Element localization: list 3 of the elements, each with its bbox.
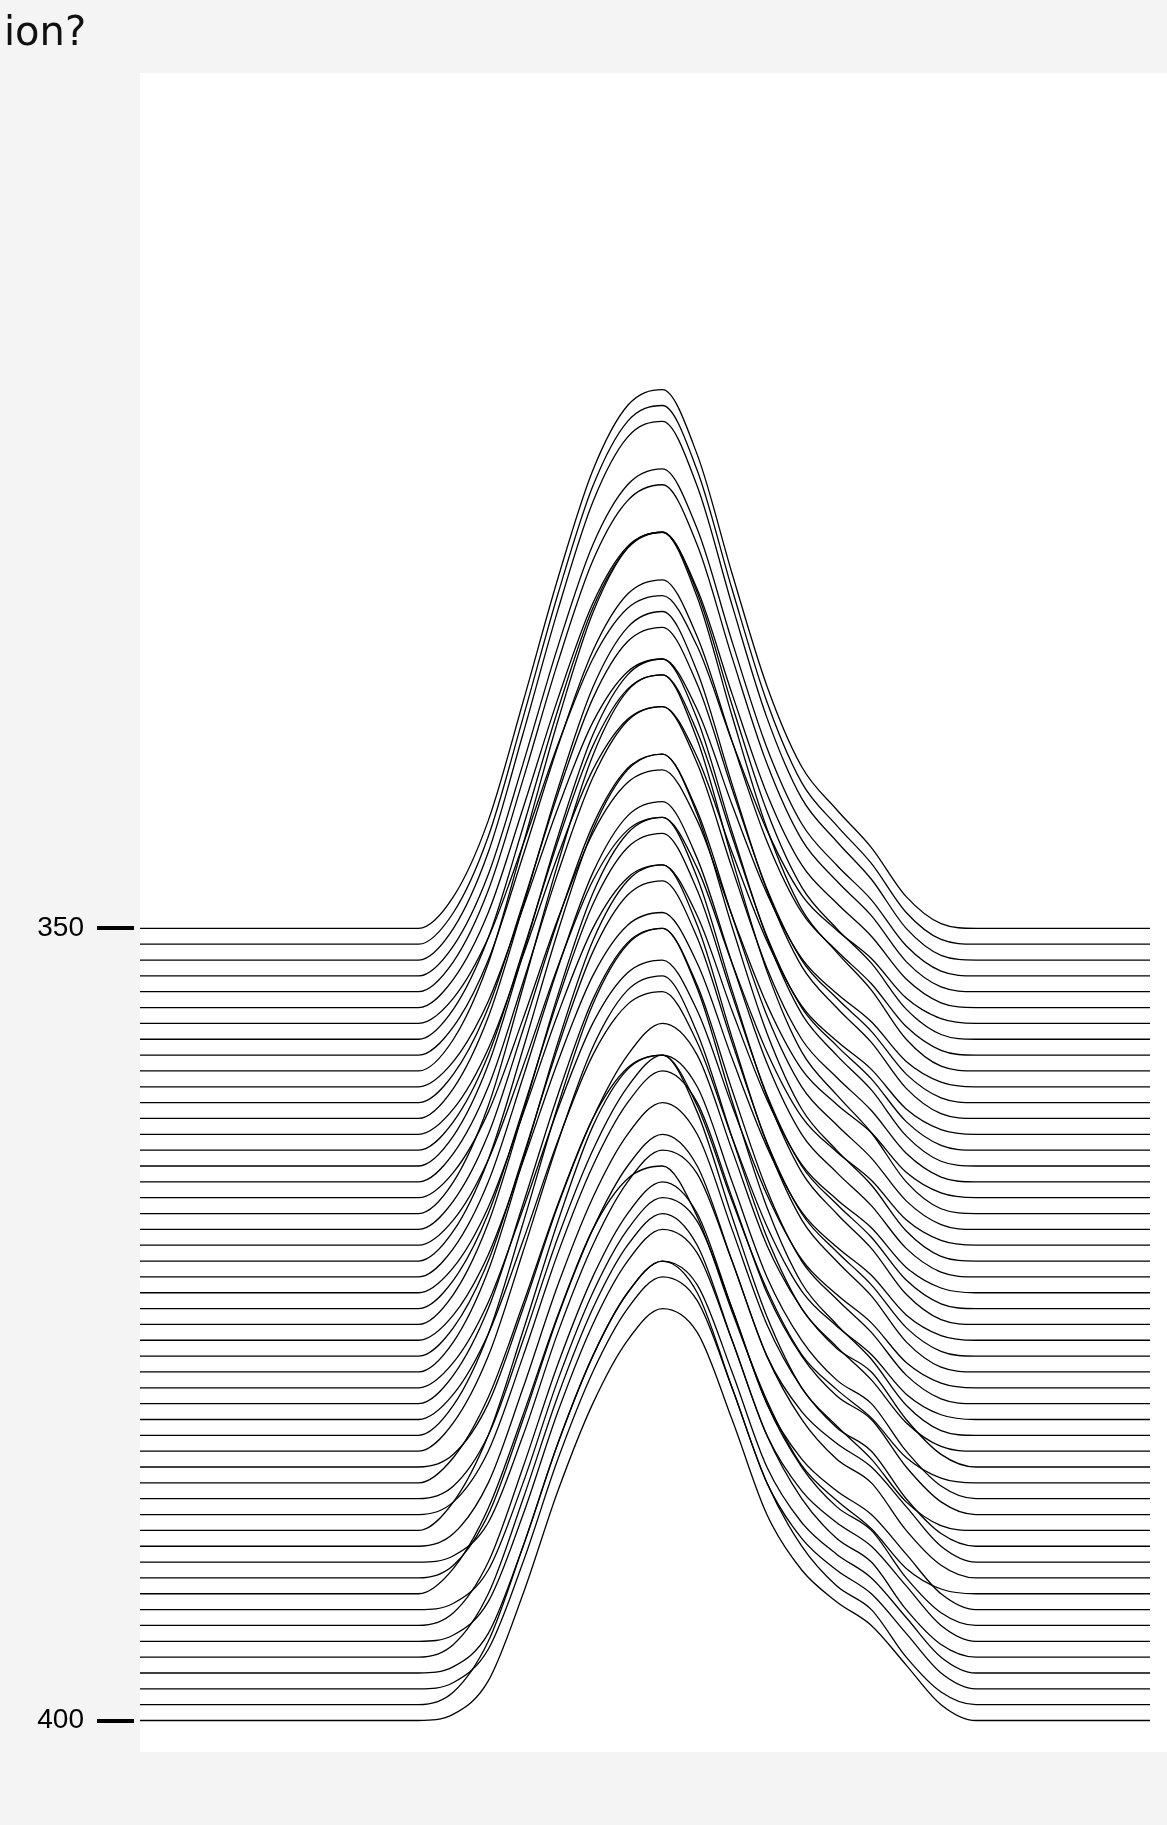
y-tick-label: 400 [37,1703,84,1735]
chart-title: ion? [4,8,87,54]
y-tick-label: 350 [37,911,84,943]
